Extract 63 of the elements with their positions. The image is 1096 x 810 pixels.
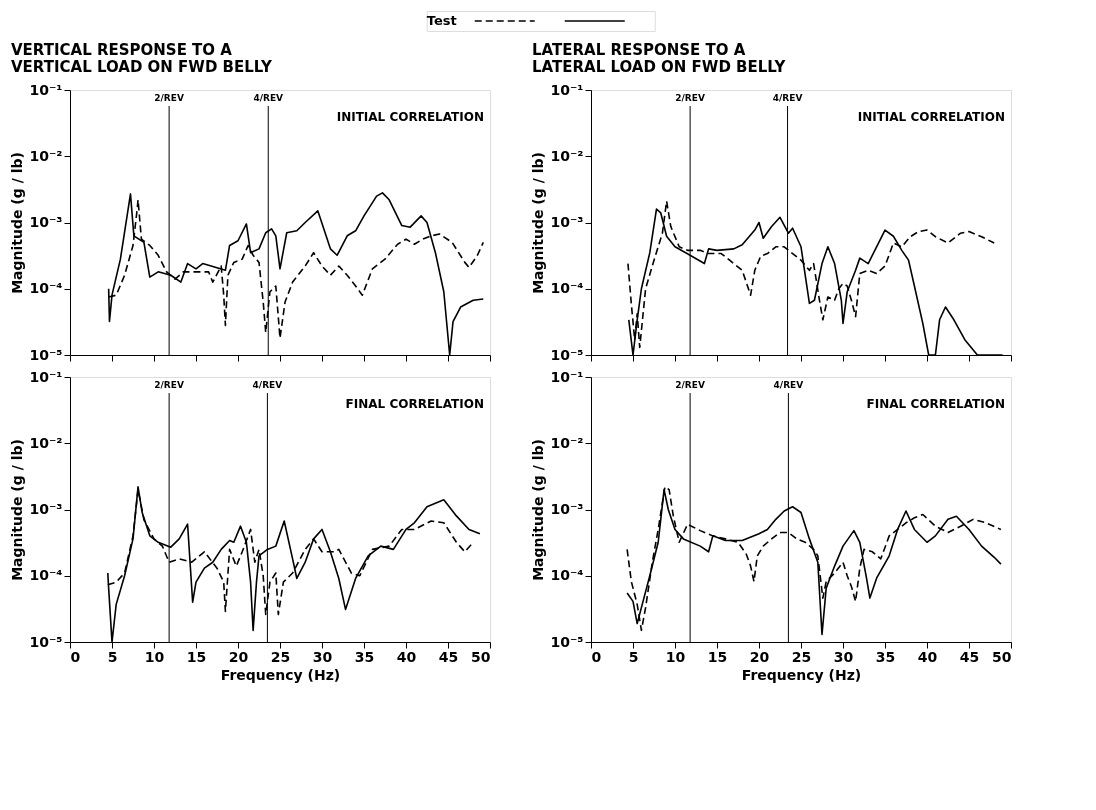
y-tick-label: 10⁻² (29, 434, 63, 451)
y-tick-label: 10⁻¹ (550, 81, 584, 98)
y-tick-label: 10⁻⁴ (550, 280, 584, 297)
ref-line-label: 2/REV (675, 93, 705, 103)
x-tick-label: 45 (438, 648, 459, 665)
x-tick-label: 0 (591, 648, 602, 665)
x-tick-label: 35 (875, 648, 896, 665)
y-tick-label: 10⁻⁴ (29, 567, 63, 584)
y-tick-label: 10⁻¹ (29, 368, 63, 385)
x-tick-label: 40 (396, 648, 417, 665)
y-tick-label: 10⁻³ (550, 501, 584, 517)
chart-title: LATERAL RESPONSE TO A LATERAL LOAD ON FWD BELLY (532, 41, 787, 76)
x-tick-label: 0 (70, 648, 81, 665)
y-tick-label: 10⁻⁵ (29, 633, 63, 650)
x-tick-label: 15 (186, 648, 207, 665)
ref-line-label: 2/REV (675, 380, 705, 390)
x-tick-label: 30 (312, 648, 333, 665)
ref-line-label: 2/REV (154, 380, 184, 390)
y-tick-label: 10⁻² (29, 147, 63, 164)
x-tick-label: 10 (665, 648, 686, 665)
x-tick-label: 15 (707, 648, 728, 665)
x-tick-label: 20 (228, 648, 249, 665)
legend-label: Test (426, 13, 457, 28)
x-tick-label: 30 (833, 648, 854, 665)
y-tick-label: 10⁻⁵ (550, 633, 584, 650)
x-tick-label: 50 (471, 648, 491, 665)
x-tick-label: 20 (749, 648, 770, 665)
y-tick-label: 10⁻² (550, 147, 584, 164)
annotation: FINAL CORRELATION (345, 397, 484, 411)
ref-line-label: 4/REV (772, 93, 803, 103)
x-tick-label: 35 (354, 648, 375, 665)
ref-line-label: 2/REV (154, 93, 184, 103)
y-axis-title: Magnitude (g / lb) (530, 439, 547, 581)
y-tick-label: 10⁻³ (29, 501, 63, 517)
x-tick-label: 45 (959, 648, 980, 665)
annotation: INITIAL CORRELATION (857, 110, 1005, 124)
x-tick-label: 25 (791, 648, 812, 665)
y-tick-label: 10⁻¹ (550, 368, 584, 385)
y-tick-label: 10⁻⁴ (29, 280, 63, 297)
chart-title: VERTICAL RESPONSE TO A VERTICAL LOAD ON FWD BELLY (11, 41, 274, 76)
y-tick-label: 10⁻¹ (29, 81, 63, 98)
ref-line-label: 4/REV (253, 93, 284, 103)
y-axis-title: Magnitude (g / lb) (9, 439, 26, 581)
x-axis-title: Frequency (Hz) (741, 666, 862, 683)
ref-line-label: 4/REV (773, 380, 804, 390)
y-tick-label: 10⁻² (550, 434, 584, 451)
annotation: FINAL CORRELATION (866, 397, 1005, 411)
x-tick-label: 5 (107, 648, 118, 665)
x-tick-label: 25 (270, 648, 291, 665)
x-tick-label: 50 (992, 648, 1012, 665)
y-axis-title: Magnitude (g / lb) (9, 152, 26, 294)
y-tick-label: 10⁻³ (550, 214, 584, 230)
y-tick-label: 10⁻⁴ (550, 567, 584, 584)
x-tick-label: 5 (628, 648, 639, 665)
y-tick-label: 10⁻⁵ (29, 346, 63, 363)
ref-line-label: 4/REV (252, 380, 283, 390)
x-axis-title: Frequency (Hz) (220, 666, 341, 683)
y-tick-label: 10⁻³ (29, 214, 63, 230)
x-tick-label: 10 (144, 648, 165, 665)
y-tick-label: 10⁻⁵ (550, 346, 584, 363)
x-tick-label: 40 (917, 648, 938, 665)
y-axis-title: Magnitude (g / lb) (530, 152, 547, 294)
annotation: INITIAL CORRELATION (336, 110, 484, 124)
